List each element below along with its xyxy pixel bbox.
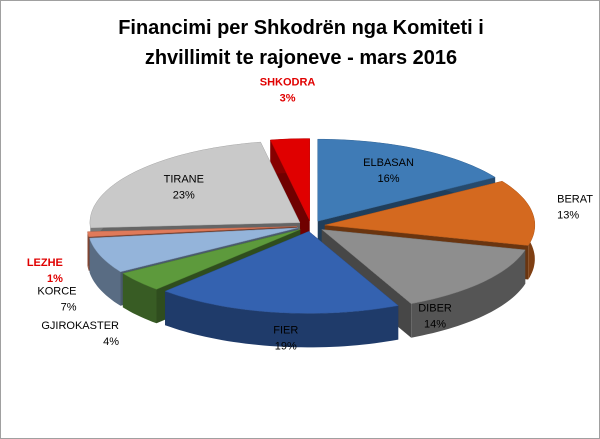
slice-value-label: 14% xyxy=(424,319,446,331)
slice-value-label: 3% xyxy=(280,92,296,104)
slice-outer-wall xyxy=(89,238,121,306)
slice-value-label: 16% xyxy=(378,173,400,185)
slice-value-label: 7% xyxy=(61,301,77,313)
slice-top xyxy=(89,227,298,273)
slice-value-label: 13% xyxy=(557,210,579,222)
slice-top xyxy=(324,180,536,246)
slice-label: SHKODRA xyxy=(260,76,316,88)
slice-label: DIBER xyxy=(418,303,452,315)
slice-value-label: 4% xyxy=(103,336,119,348)
chart-title: Financimi per Shkodrën nga Komiteti i zh… xyxy=(118,17,484,69)
slice-outer-wall xyxy=(87,231,89,271)
slice-label: KORCE xyxy=(37,285,76,297)
slice-top xyxy=(122,229,301,290)
slice-top xyxy=(89,141,301,229)
slice-outer-wall xyxy=(122,273,157,324)
slice-value-label: 1% xyxy=(47,273,63,285)
slice-top xyxy=(164,231,399,314)
slice-outer-wall xyxy=(165,291,399,348)
slice-top xyxy=(321,229,526,304)
slice-top xyxy=(87,226,298,238)
slice xyxy=(164,231,399,348)
slice-label: ELBASAN xyxy=(363,157,414,169)
slice-value-label: 23% xyxy=(173,189,195,201)
slice-top xyxy=(269,138,310,221)
slice-label: GJIROKASTER xyxy=(41,320,119,332)
slice-label: TIRANE xyxy=(164,173,204,185)
slice-label: BERAT xyxy=(557,194,593,206)
slice-label: LEZHE xyxy=(27,257,63,269)
slice-top xyxy=(317,138,496,222)
slice-outer-wall xyxy=(411,249,526,338)
slice-value-label: 19% xyxy=(275,341,297,353)
slice-label: FIER xyxy=(273,325,298,337)
slice-radial-face xyxy=(122,229,301,308)
